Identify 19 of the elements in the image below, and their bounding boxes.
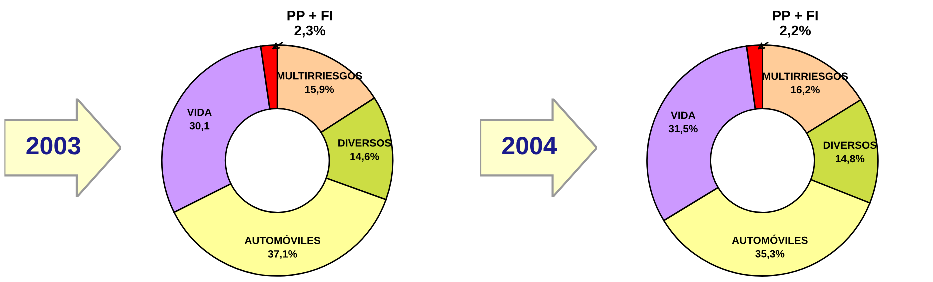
data-label: 35,3% <box>756 250 785 260</box>
data-label: 14,8% <box>836 155 865 164</box>
slice-label: PP + FI <box>288 11 332 21</box>
data-label: 30,1 <box>190 122 210 132</box>
slice-label: AUTOMÓVILES <box>244 235 320 244</box>
slice-label: DIVERSOS <box>338 140 392 147</box>
data-label: 16,2% <box>791 86 820 96</box>
data-label: 37,1% <box>268 250 298 260</box>
slice-label: VIDA <box>671 112 696 120</box>
slice-label: VIDA <box>187 108 212 116</box>
data-label: 31,5% <box>668 125 698 134</box>
text: 2003 <box>26 137 81 155</box>
slice-label: PP + FI <box>773 11 818 21</box>
data-label: 2,2% <box>780 26 812 38</box>
data-label: 15,9% <box>305 86 334 95</box>
text: 2004 <box>502 137 558 155</box>
data-label: 14,6% <box>350 152 380 162</box>
data-label: 2,3% <box>294 26 326 38</box>
slice-label: AUTOMÓVILES <box>732 234 808 244</box>
